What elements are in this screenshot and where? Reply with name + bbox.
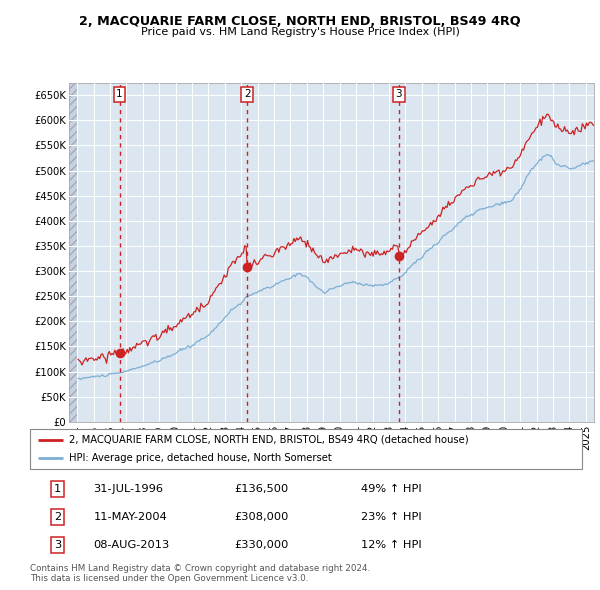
Text: Price paid vs. HM Land Registry's House Price Index (HPI): Price paid vs. HM Land Registry's House …	[140, 27, 460, 37]
Text: £136,500: £136,500	[234, 484, 289, 494]
Text: 08-AUG-2013: 08-AUG-2013	[94, 540, 170, 550]
Text: 31-JUL-1996: 31-JUL-1996	[94, 484, 163, 494]
Text: £330,000: £330,000	[234, 540, 289, 550]
Text: 3: 3	[395, 90, 402, 100]
Text: 49% ↑ HPI: 49% ↑ HPI	[361, 484, 422, 494]
Text: 2, MACQUARIE FARM CLOSE, NORTH END, BRISTOL, BS49 4RQ (detached house): 2, MACQUARIE FARM CLOSE, NORTH END, BRIS…	[68, 435, 468, 445]
Text: HPI: Average price, detached house, North Somerset: HPI: Average price, detached house, Nort…	[68, 453, 331, 463]
Text: 11-MAY-2004: 11-MAY-2004	[94, 512, 167, 522]
Text: 2, MACQUARIE FARM CLOSE, NORTH END, BRISTOL, BS49 4RQ: 2, MACQUARIE FARM CLOSE, NORTH END, BRIS…	[79, 15, 521, 28]
Text: Contains HM Land Registry data © Crown copyright and database right 2024.: Contains HM Land Registry data © Crown c…	[30, 564, 370, 573]
Text: 2: 2	[54, 512, 61, 522]
Text: £308,000: £308,000	[234, 512, 289, 522]
Text: 23% ↑ HPI: 23% ↑ HPI	[361, 512, 422, 522]
Text: 3: 3	[54, 540, 61, 550]
Text: 1: 1	[116, 90, 123, 100]
Text: 12% ↑ HPI: 12% ↑ HPI	[361, 540, 422, 550]
Text: 2: 2	[244, 90, 251, 100]
FancyBboxPatch shape	[30, 429, 582, 469]
Text: 1: 1	[54, 484, 61, 494]
Bar	[69, 83, 77, 422]
Text: This data is licensed under the Open Government Licence v3.0.: This data is licensed under the Open Gov…	[30, 574, 308, 583]
